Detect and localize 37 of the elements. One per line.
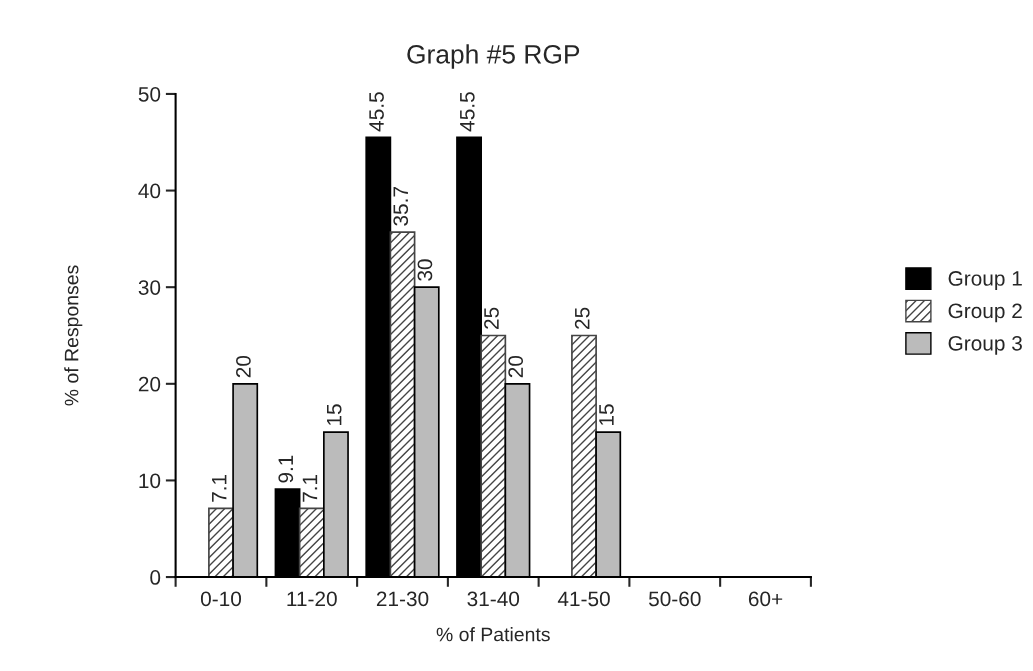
bar <box>480 334 507 578</box>
y-tick-label: 30 <box>138 280 161 295</box>
y-axis-title: % of Responses <box>64 265 83 406</box>
data-label: 35.7 <box>393 187 409 226</box>
y-tick-label: 20 <box>138 376 161 392</box>
data-label: 15 <box>599 404 614 425</box>
x-tick-label: 50-60 <box>648 591 701 607</box>
data-label: 15 <box>327 404 342 425</box>
x-axis-title: % of Patients <box>436 627 550 642</box>
y-tick-label: 50 <box>138 86 161 102</box>
legend-label: Group 3 <box>948 335 1022 355</box>
data-label: 25 <box>574 307 590 329</box>
data-label: 45.5 <box>460 92 475 132</box>
chart-title: Graph #5 RGP <box>407 44 580 69</box>
legend-label: Group 2 <box>948 303 1022 323</box>
bar <box>298 507 325 578</box>
x-tick-label: 21-30 <box>376 591 429 607</box>
data-label: 7.1 <box>212 474 227 502</box>
x-tick-label: 31-40 <box>467 591 520 607</box>
x-tick-label: 11-20 <box>287 591 337 607</box>
data-label: 25 <box>484 307 499 329</box>
x-tick-label: 60+ <box>748 591 783 607</box>
bar <box>208 507 234 578</box>
y-tick-label: 0 <box>150 570 161 585</box>
legend-label: Group 1 <box>948 271 1022 290</box>
data-label: 9.1 <box>278 455 294 483</box>
data-label: 30 <box>417 259 433 281</box>
bar <box>389 231 416 578</box>
y-tick-label: 40 <box>138 183 161 199</box>
data-label: 7.1 <box>302 474 318 502</box>
data-label: 20 <box>508 355 524 378</box>
data-label: 20 <box>236 355 251 378</box>
y-tick-label: 10 <box>139 473 161 489</box>
bar <box>571 334 597 578</box>
x-tick-label: 0-10 <box>200 591 242 607</box>
data-label: 45.5 <box>369 92 384 132</box>
x-tick-label: 41-50 <box>557 591 610 607</box>
